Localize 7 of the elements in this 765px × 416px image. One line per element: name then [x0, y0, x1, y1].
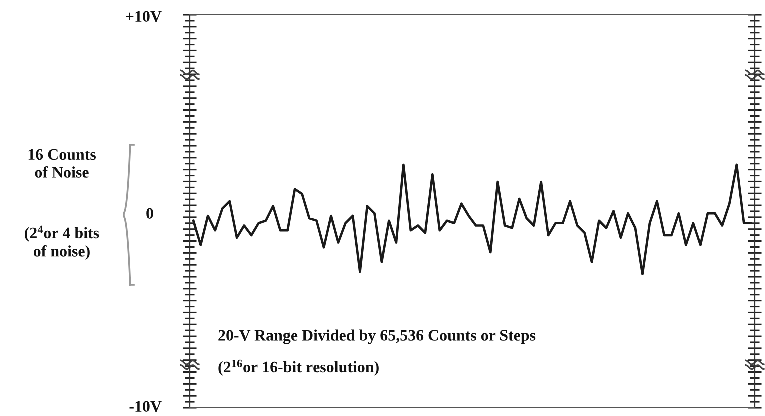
annotation: 20-V Range Divided by 65,536 Counts or Steps: [218, 330, 536, 344]
text: 0: [146, 208, 154, 219]
annotation: (2$^{16}$or 16-bit resolution): [218, 360, 379, 376]
text: -10V: [130, 401, 162, 412]
text: 16 Counts of Noise: [28, 149, 96, 178]
text: +10V: [126, 11, 162, 22]
text: (2$^{4}$or 4 bits of noise): [25, 226, 100, 260]
